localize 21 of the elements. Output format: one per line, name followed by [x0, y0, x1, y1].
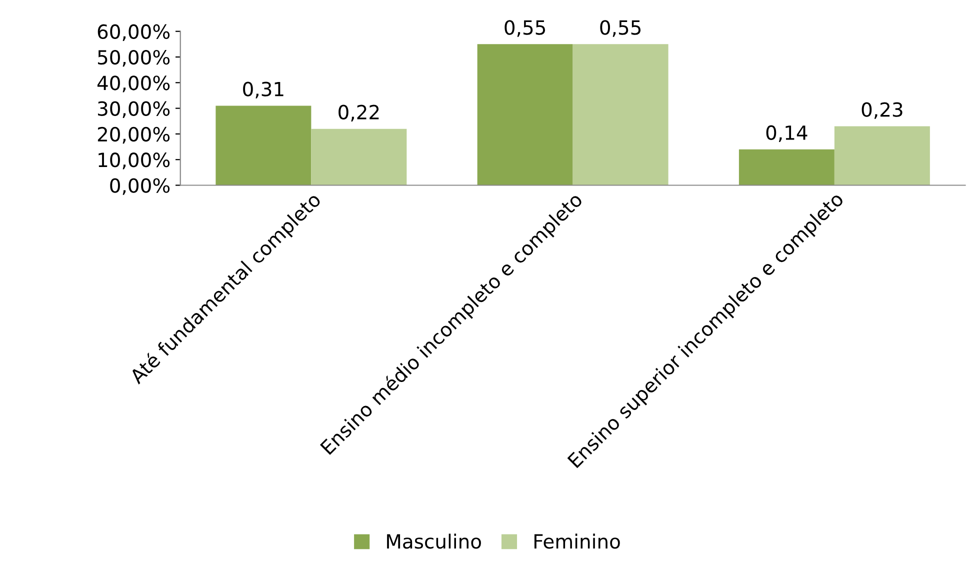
- y-tick-label: 60,00%: [98, 24, 170, 41]
- bar: [572, 44, 668, 186]
- y-tick-label: 30,00%: [98, 101, 170, 118]
- data-label: 0,14: [766, 125, 808, 142]
- legend-label: Masculino: [387, 534, 481, 549]
- data-label: 0,55: [600, 20, 641, 37]
- bar: [738, 149, 834, 186]
- bar: [834, 126, 930, 186]
- y-tick-label: 10,00%: [98, 152, 170, 170]
- y-tick-label: 40,00%: [97, 76, 170, 92]
- bar: [477, 44, 573, 186]
- y-tick-label: 0,00%: [110, 178, 170, 195]
- y-tick-label: 20,00%: [98, 126, 170, 144]
- data-label: 0,22: [338, 104, 379, 122]
- legend-label: Feminino: [534, 534, 620, 549]
- bar: [216, 106, 312, 186]
- y-tick-label: 50,00%: [98, 50, 170, 67]
- data-label: 0,31: [243, 82, 284, 98]
- data-label: 0,23: [862, 102, 902, 119]
- bar: [311, 128, 407, 186]
- data-label: 0,55: [504, 20, 546, 37]
